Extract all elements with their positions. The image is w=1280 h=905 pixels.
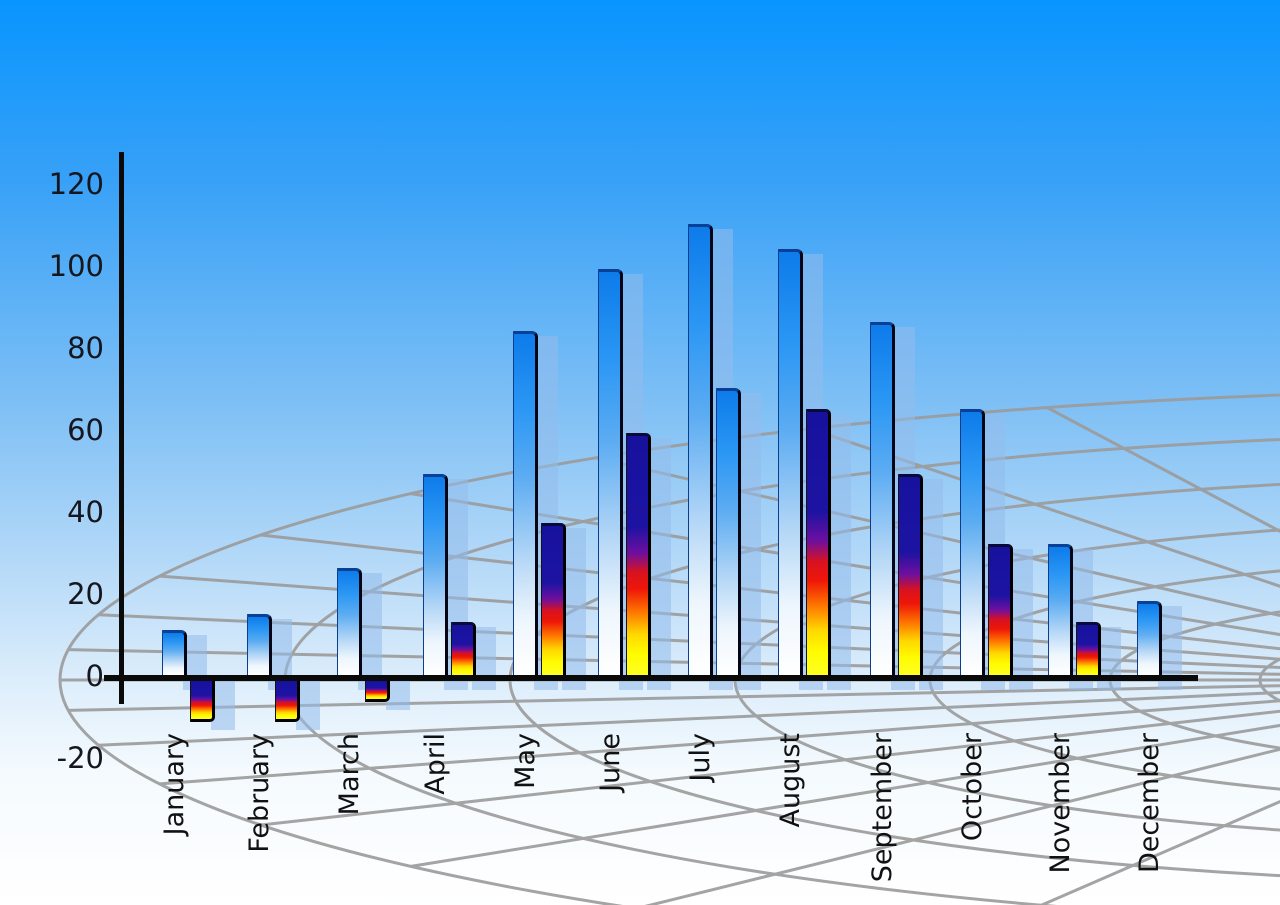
x-tick-july: July <box>685 733 716 782</box>
echo-january-series2 <box>211 681 235 730</box>
echo-july-series2 <box>737 393 761 690</box>
echo-august-series2 <box>827 413 851 690</box>
bar-november-series2 <box>1076 621 1101 675</box>
y-tick-40: 40 <box>67 495 104 529</box>
x-axis-zero-line <box>104 675 1198 681</box>
bar-october-series1 <box>960 408 985 675</box>
echo-june-series2 <box>647 438 671 690</box>
echo-september-series2 <box>919 479 943 690</box>
bar-january-series1 <box>162 629 187 675</box>
x-tick-march: March <box>334 733 365 816</box>
bar-january-series2 <box>190 681 215 722</box>
x-tick-february: February <box>244 733 275 853</box>
y-tick-0: 0 <box>85 659 104 693</box>
x-tick-january: January <box>159 733 190 836</box>
y-tick-120: 120 <box>48 167 104 201</box>
x-tick-october: October <box>957 733 988 842</box>
x-tick-december: December <box>1134 733 1165 874</box>
y-axis-line <box>119 152 124 704</box>
x-tick-september: September <box>867 733 898 883</box>
bar-march-series1 <box>337 568 362 675</box>
x-tick-april: April <box>420 733 451 795</box>
y-tick-60: 60 <box>67 413 104 447</box>
bar-august-series1 <box>778 248 803 675</box>
y-tick-20: 20 <box>67 577 104 611</box>
bar-june-series2 <box>626 433 651 675</box>
bar-november-series1 <box>1048 543 1073 675</box>
bar-september-series2 <box>898 474 923 675</box>
bar-july-series2 <box>716 388 741 675</box>
y-tick-100: 100 <box>48 249 104 283</box>
x-tick-november: November <box>1045 733 1076 874</box>
echo-february-series2 <box>296 681 320 730</box>
x-tick-may: May <box>510 733 541 789</box>
echo-may-series2 <box>562 528 586 690</box>
x-tick-august: August <box>775 733 806 828</box>
bar-may-series1 <box>513 330 538 675</box>
y-tick-80: 80 <box>67 331 104 365</box>
bar-september-series1 <box>870 322 895 675</box>
echo-october-series2 <box>1009 548 1033 690</box>
bar-december-series1 <box>1137 601 1162 675</box>
echo-march-series2 <box>386 681 410 710</box>
bar-august-series2 <box>806 408 831 675</box>
bar-june-series1 <box>598 269 623 675</box>
bar-october-series2 <box>988 543 1013 675</box>
bar-april-series2 <box>451 621 476 675</box>
x-tick-june: June <box>595 733 626 792</box>
bar-may-series2 <box>541 523 566 675</box>
bar-march-series2 <box>365 681 390 702</box>
bar-july-series1 <box>688 224 713 675</box>
y-tick--20: -20 <box>56 741 104 775</box>
bar-february-series1 <box>247 613 272 675</box>
echo-march-series1 <box>358 573 382 690</box>
bar-february-series2 <box>275 681 300 722</box>
bar-april-series1 <box>423 474 448 675</box>
